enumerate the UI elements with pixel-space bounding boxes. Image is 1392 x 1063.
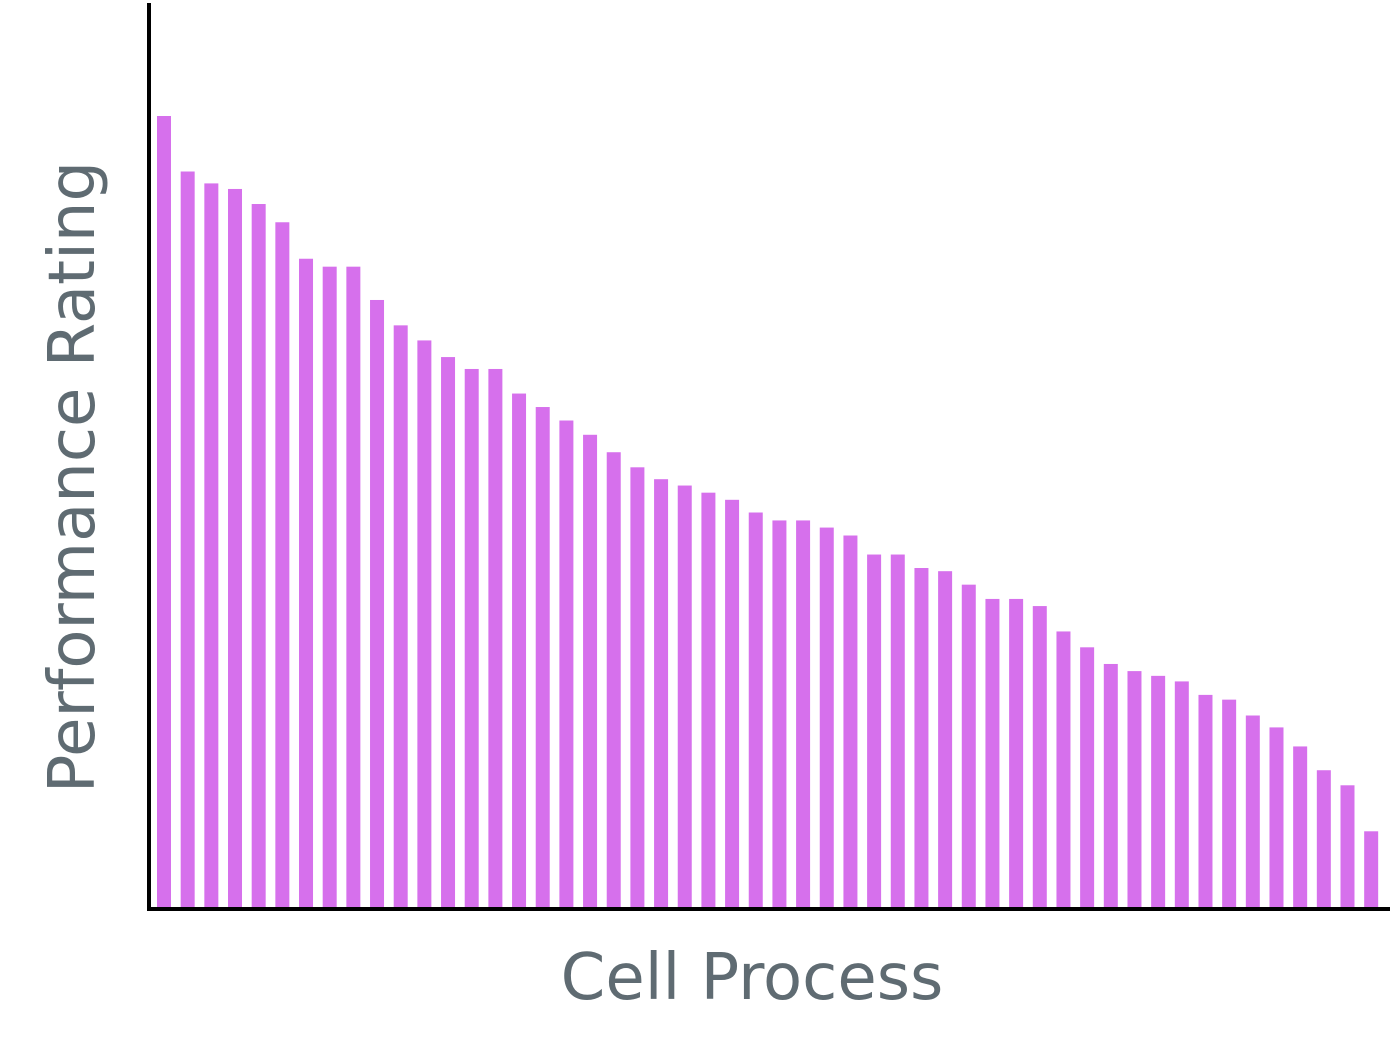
x-axis-title: Cell Process xyxy=(561,941,944,1015)
bar xyxy=(322,266,337,909)
bar xyxy=(1032,606,1047,909)
bar xyxy=(1198,694,1213,909)
bar xyxy=(1174,681,1189,909)
bar xyxy=(1269,727,1284,909)
bar xyxy=(1103,663,1118,909)
bar xyxy=(725,499,740,909)
bar xyxy=(1009,598,1024,909)
bar xyxy=(1151,675,1166,909)
bar xyxy=(535,407,550,909)
bar xyxy=(204,183,219,909)
bar xyxy=(677,485,692,909)
bar xyxy=(606,452,621,909)
bar xyxy=(630,467,645,909)
bar xyxy=(512,393,527,909)
bar xyxy=(772,520,787,909)
bar xyxy=(370,299,385,910)
bar xyxy=(559,420,574,909)
bars-group xyxy=(157,116,1379,910)
bar xyxy=(1364,831,1379,909)
bar xyxy=(1340,785,1355,909)
bar xyxy=(1080,647,1095,909)
bar xyxy=(180,171,195,909)
bar xyxy=(1293,746,1308,909)
bar xyxy=(985,598,1000,909)
bar xyxy=(417,340,432,909)
bar xyxy=(441,357,456,909)
bar xyxy=(393,325,408,910)
bar xyxy=(748,512,763,909)
bar xyxy=(843,535,858,909)
bar xyxy=(938,571,953,909)
bar xyxy=(654,479,669,909)
bar xyxy=(890,554,905,909)
bar xyxy=(157,116,171,909)
bar xyxy=(819,527,834,909)
bar xyxy=(488,368,503,910)
bar xyxy=(1056,631,1071,909)
bar xyxy=(275,222,290,909)
bar xyxy=(914,568,929,909)
bar xyxy=(1316,770,1331,909)
bar xyxy=(251,204,266,909)
bar xyxy=(346,266,361,909)
bar xyxy=(228,188,243,909)
bar xyxy=(583,434,598,909)
bar xyxy=(464,368,479,910)
y-axis-title: Performance Rating xyxy=(36,161,110,793)
bar xyxy=(1127,671,1142,909)
bar xyxy=(1222,699,1237,909)
bar xyxy=(961,584,976,909)
bar xyxy=(867,554,882,909)
bar xyxy=(299,258,314,909)
bar xyxy=(796,520,811,909)
bar xyxy=(701,492,716,909)
bar xyxy=(1245,715,1260,909)
